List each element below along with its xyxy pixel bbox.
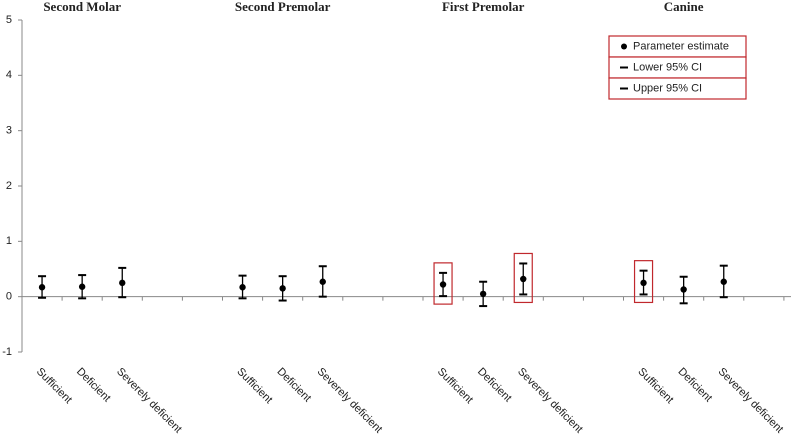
- estimate-dot: [680, 286, 687, 293]
- x-tick-label: Deficient: [274, 366, 313, 405]
- estimate-dot: [319, 278, 326, 285]
- x-tick-label: Sufficient: [435, 366, 475, 406]
- legend-box: [608, 77, 747, 100]
- x-tick-label: Sufficient: [34, 366, 74, 406]
- group-title: Second Molar: [43, 0, 121, 14]
- estimate-dot: [78, 283, 86, 290]
- estimate-dot: [720, 278, 727, 285]
- y-tick-label: 4: [6, 69, 12, 81]
- x-tick-label: Sufficient: [234, 366, 274, 406]
- y-tick-label: 0: [6, 291, 12, 303]
- estimate-dot: [38, 284, 46, 291]
- highlight-box: [633, 260, 654, 304]
- x-tick-label: Severely deficient: [515, 366, 585, 435]
- legend-label: Parameter estimate: [633, 40, 729, 52]
- x-tick-label: Deficient: [74, 366, 113, 405]
- highlight-box: [433, 262, 453, 305]
- x-tick-label: Severely deficient: [114, 366, 184, 435]
- y-tick-label: 3: [6, 125, 12, 137]
- x-tick-label: Sufficient: [635, 366, 675, 406]
- y-tick-label: 5: [6, 14, 12, 26]
- x-tick-label: Severely deficient: [315, 366, 385, 435]
- legend-label: Upper 95% CI: [633, 82, 702, 94]
- group-title: Canine: [664, 0, 704, 14]
- y-tick-label: 2: [6, 180, 12, 192]
- estimate-dot: [239, 284, 246, 291]
- legend-label: Lower 95% CI: [633, 61, 702, 73]
- legend-marker: [621, 43, 627, 50]
- estimate-dot: [439, 281, 447, 288]
- estimate-dot: [479, 290, 487, 298]
- x-tick-label: Deficient: [475, 366, 514, 405]
- y-tick-label: -1: [2, 346, 12, 358]
- legend: Parameter estimate Lower 95% CI Upper 95% …: [608, 35, 747, 100]
- estimate-dot: [640, 279, 647, 287]
- estimate-dot: [279, 285, 286, 292]
- x-tick-label: Severely deficient: [716, 366, 786, 435]
- x-tick-label: Deficient: [675, 366, 714, 405]
- y-tick-label: 1: [6, 235, 12, 247]
- estimate-dot: [520, 275, 527, 283]
- group-title: Second Premolar: [235, 0, 331, 14]
- highlight-box: [513, 252, 533, 304]
- group-title: First Premolar: [442, 0, 525, 14]
- estimate-dot: [119, 279, 126, 287]
